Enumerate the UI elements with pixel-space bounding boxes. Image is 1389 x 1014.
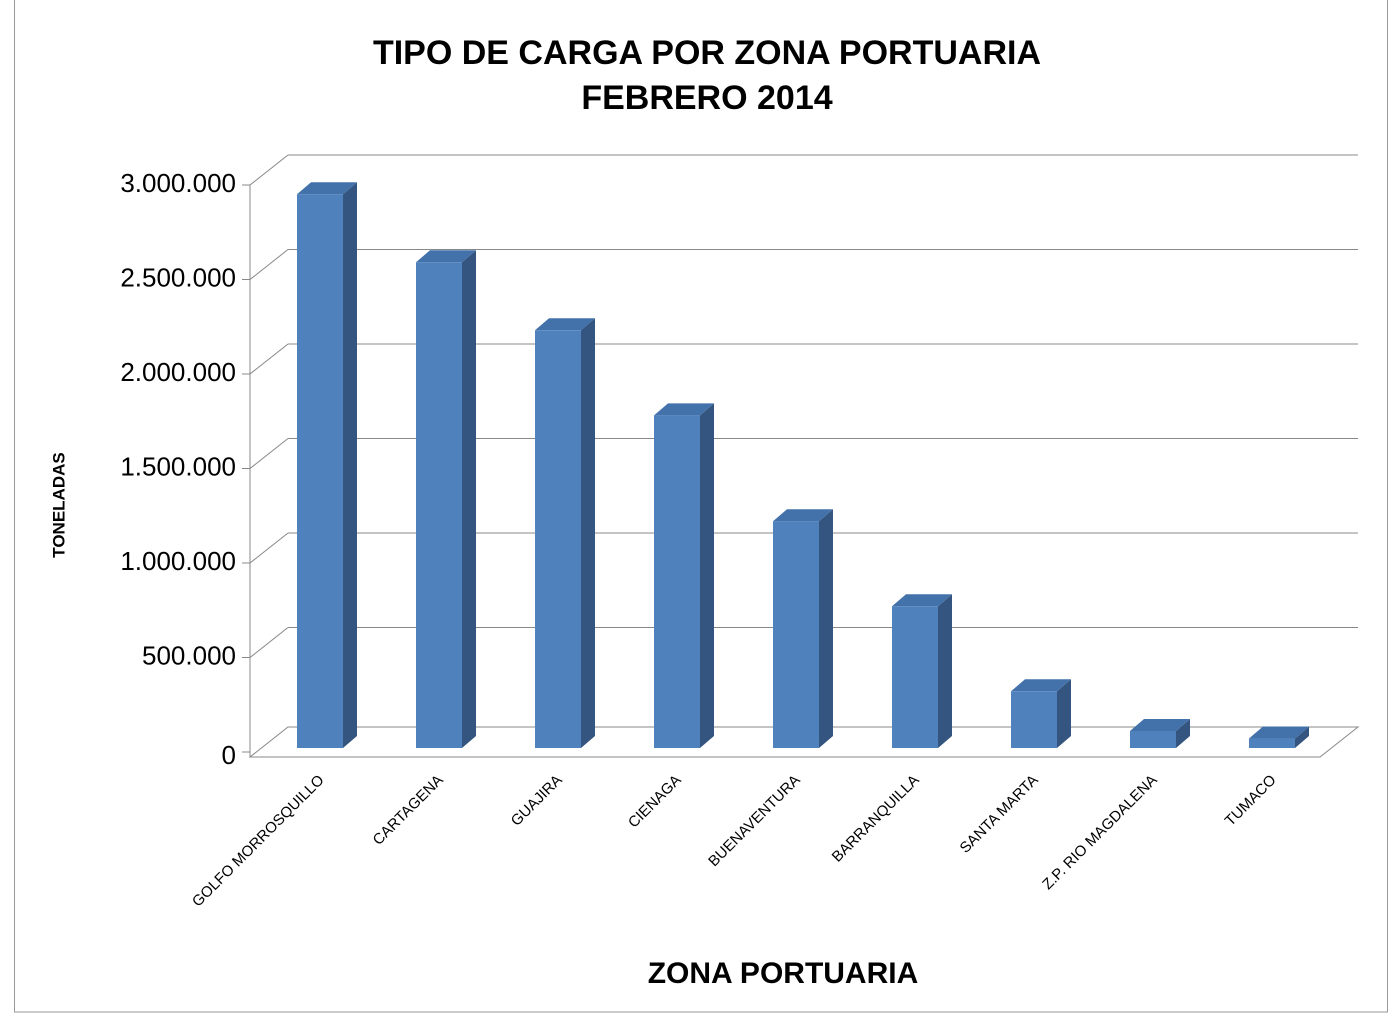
x-tick-label: GOLFO MORROSQUILLO xyxy=(189,772,328,911)
bar-top xyxy=(892,594,952,607)
bar-top xyxy=(654,403,714,416)
x-axis-title: ZONA PORTUARIA xyxy=(648,957,919,990)
grid-line-side xyxy=(249,343,289,375)
grid-line-side xyxy=(249,627,289,658)
bar-side xyxy=(1295,726,1309,748)
y-tick-label: 500.000 xyxy=(142,640,236,670)
bar xyxy=(892,606,938,748)
bar-top xyxy=(297,182,357,195)
chart-subtitle: FEBRERO 2014 xyxy=(581,79,832,117)
bar-top xyxy=(535,318,595,331)
bar-side xyxy=(1176,718,1190,748)
bar-side xyxy=(462,250,476,748)
bar xyxy=(535,330,581,748)
bar xyxy=(773,521,819,748)
x-tick-label: BARRANQUILLA xyxy=(829,772,923,866)
bar xyxy=(1011,691,1057,748)
grid-line-side xyxy=(249,438,289,469)
bar xyxy=(416,262,462,748)
bar-top xyxy=(1130,718,1190,731)
bar xyxy=(1130,730,1176,748)
bar xyxy=(297,194,343,749)
x-tick-label: TUMACO xyxy=(1222,772,1280,830)
y-tick-label: 1.500.000 xyxy=(120,451,236,481)
bar-top xyxy=(1011,679,1071,692)
bar-top xyxy=(1249,726,1309,739)
y-tick-label: 2.000.000 xyxy=(120,357,236,387)
floor xyxy=(248,726,1360,758)
chart-title: TIPO DE CARGA POR ZONA PORTUARIA xyxy=(373,34,1041,72)
bar-side xyxy=(938,594,952,748)
bar-side xyxy=(343,182,357,749)
bar xyxy=(654,415,700,748)
bar xyxy=(1249,738,1295,748)
bar-side xyxy=(1057,679,1071,748)
frame xyxy=(14,0,1388,1013)
bar-side xyxy=(700,403,714,748)
grid-line-side xyxy=(249,532,289,564)
bar-side xyxy=(581,318,595,748)
y-tick-label: 0 xyxy=(222,740,236,770)
x-tick-label: CARTAGENA xyxy=(370,772,447,849)
y-tick-label: 2.500.000 xyxy=(120,262,236,292)
bar-top xyxy=(416,250,476,263)
x-tick-label: BUENAVENTURA xyxy=(705,772,803,870)
bar-side xyxy=(819,509,833,748)
x-tick-label: Z.P. RIO MAGDALENA xyxy=(1039,772,1160,893)
bar-top xyxy=(773,509,833,522)
x-tick-label: CIENAGA xyxy=(625,772,685,832)
x-tick-label: GUAJIRA xyxy=(508,772,566,830)
y-axis-title: TONELADAS xyxy=(49,452,68,557)
y-tick-label: 1.000.000 xyxy=(120,546,236,576)
grid-line-side xyxy=(249,249,289,280)
grid-line-side xyxy=(249,154,289,186)
y-tick-label: 3.000.000 xyxy=(120,168,236,198)
x-tick-label: SANTA MARTA xyxy=(957,772,1042,857)
